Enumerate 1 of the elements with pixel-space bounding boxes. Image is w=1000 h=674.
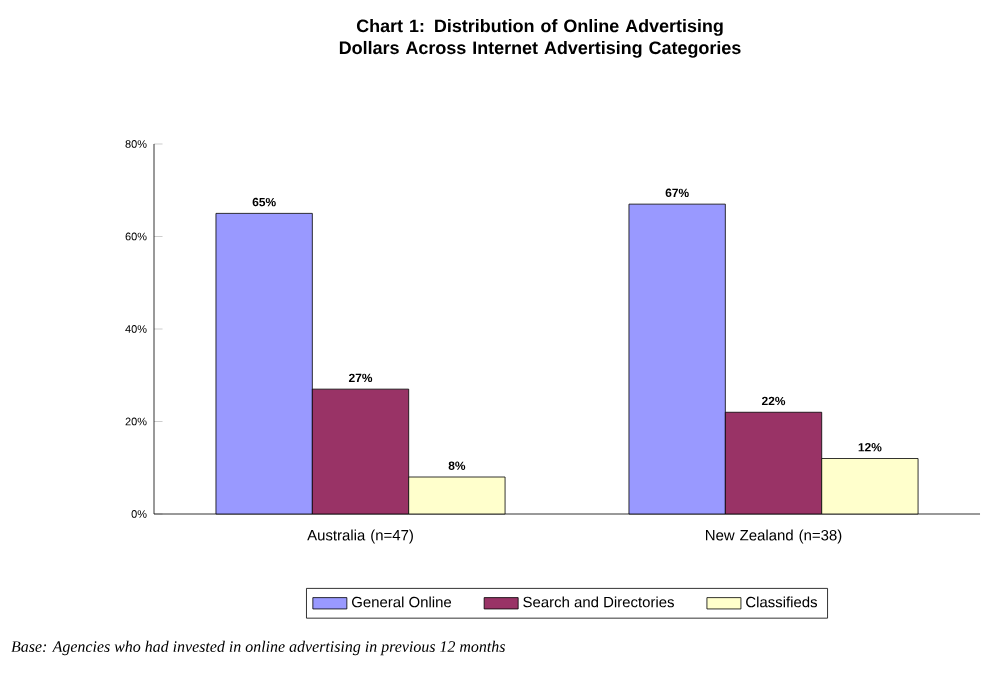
chart-title: Chart 1: Distribution of Online Advertising Dollars Across Internet Advertising Categories	[339, 19, 741, 58]
